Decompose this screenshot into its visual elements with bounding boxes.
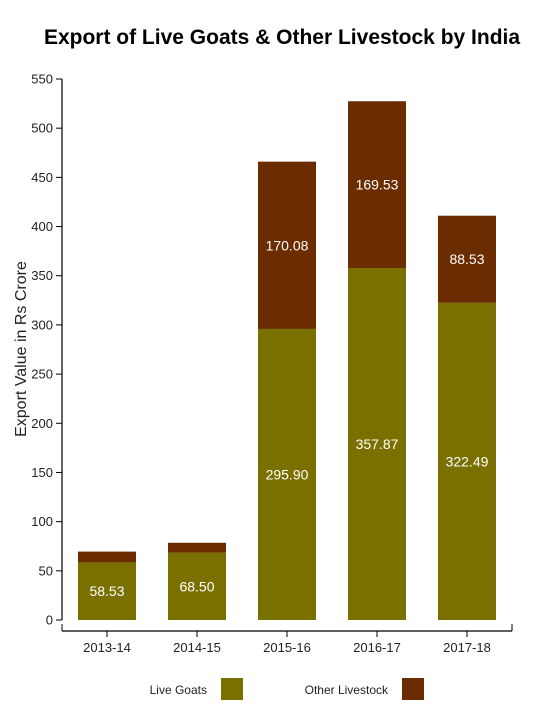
legend-swatch xyxy=(402,678,424,700)
bar-segment xyxy=(78,562,136,620)
y-tick-label: 550 xyxy=(31,72,53,87)
bar-segment xyxy=(78,551,136,563)
x-tick-label: 2017-18 xyxy=(443,640,491,655)
data-label: 169.53 xyxy=(356,177,399,193)
y-tick-label: 150 xyxy=(31,465,53,480)
bar-segment xyxy=(438,215,496,303)
y-tick-label: 300 xyxy=(31,317,53,332)
legend-swatch xyxy=(221,678,243,700)
data-label: 88.53 xyxy=(449,251,484,267)
bar-segment xyxy=(348,267,406,620)
legend-label: Live Goats xyxy=(150,683,207,697)
x-tick-label: 2015-16 xyxy=(263,640,311,655)
bar-segment xyxy=(438,302,496,620)
data-label: 58.53 xyxy=(89,583,124,599)
data-label: 68.50 xyxy=(179,578,214,594)
legend-label: Other Livestock xyxy=(305,683,389,697)
y-tick-label: 450 xyxy=(31,170,53,185)
legend: Live Goats Other Livestock xyxy=(150,678,424,700)
bar-segment xyxy=(168,552,226,620)
data-label: 322.49 xyxy=(446,453,489,469)
y-tick-label: 0 xyxy=(46,613,53,628)
bar-labels: 58.53 68.50 295.90 170.08 357.87 169.53 322.49… xyxy=(89,177,488,600)
y-tick-label: 250 xyxy=(31,367,53,382)
bar-segment xyxy=(258,328,316,620)
bar-segment xyxy=(258,161,316,329)
y-tick-label: 50 xyxy=(39,563,53,578)
bar-segment xyxy=(168,542,226,553)
y-axis: 0 50 100 150 200 250 300 350 400 450 500 550 xyxy=(31,72,63,628)
y-tick-label: 400 xyxy=(31,219,53,234)
data-label: 170.08 xyxy=(266,237,309,253)
bars xyxy=(78,101,496,620)
chart-title: Export of Live Goats & Other Livestock b… xyxy=(44,26,520,49)
y-tick-label: 350 xyxy=(31,268,53,283)
x-tick-label: 2016-17 xyxy=(353,640,401,655)
y-axis-label: Export Value in Rs Crore xyxy=(13,261,30,437)
y-tick-label: 500 xyxy=(31,121,53,136)
x-tick-label: 2014-15 xyxy=(173,640,221,655)
y-tick-label: 100 xyxy=(31,514,53,529)
x-tick-label: 2013-14 xyxy=(83,640,131,655)
bar-segment xyxy=(348,101,406,268)
data-label: 295.90 xyxy=(266,466,309,482)
y-tick-label: 200 xyxy=(31,416,53,431)
data-label: 357.87 xyxy=(356,436,399,452)
x-axis: 2013-14 2014-15 2015-16 2016-17 2017-18 xyxy=(61,624,513,655)
